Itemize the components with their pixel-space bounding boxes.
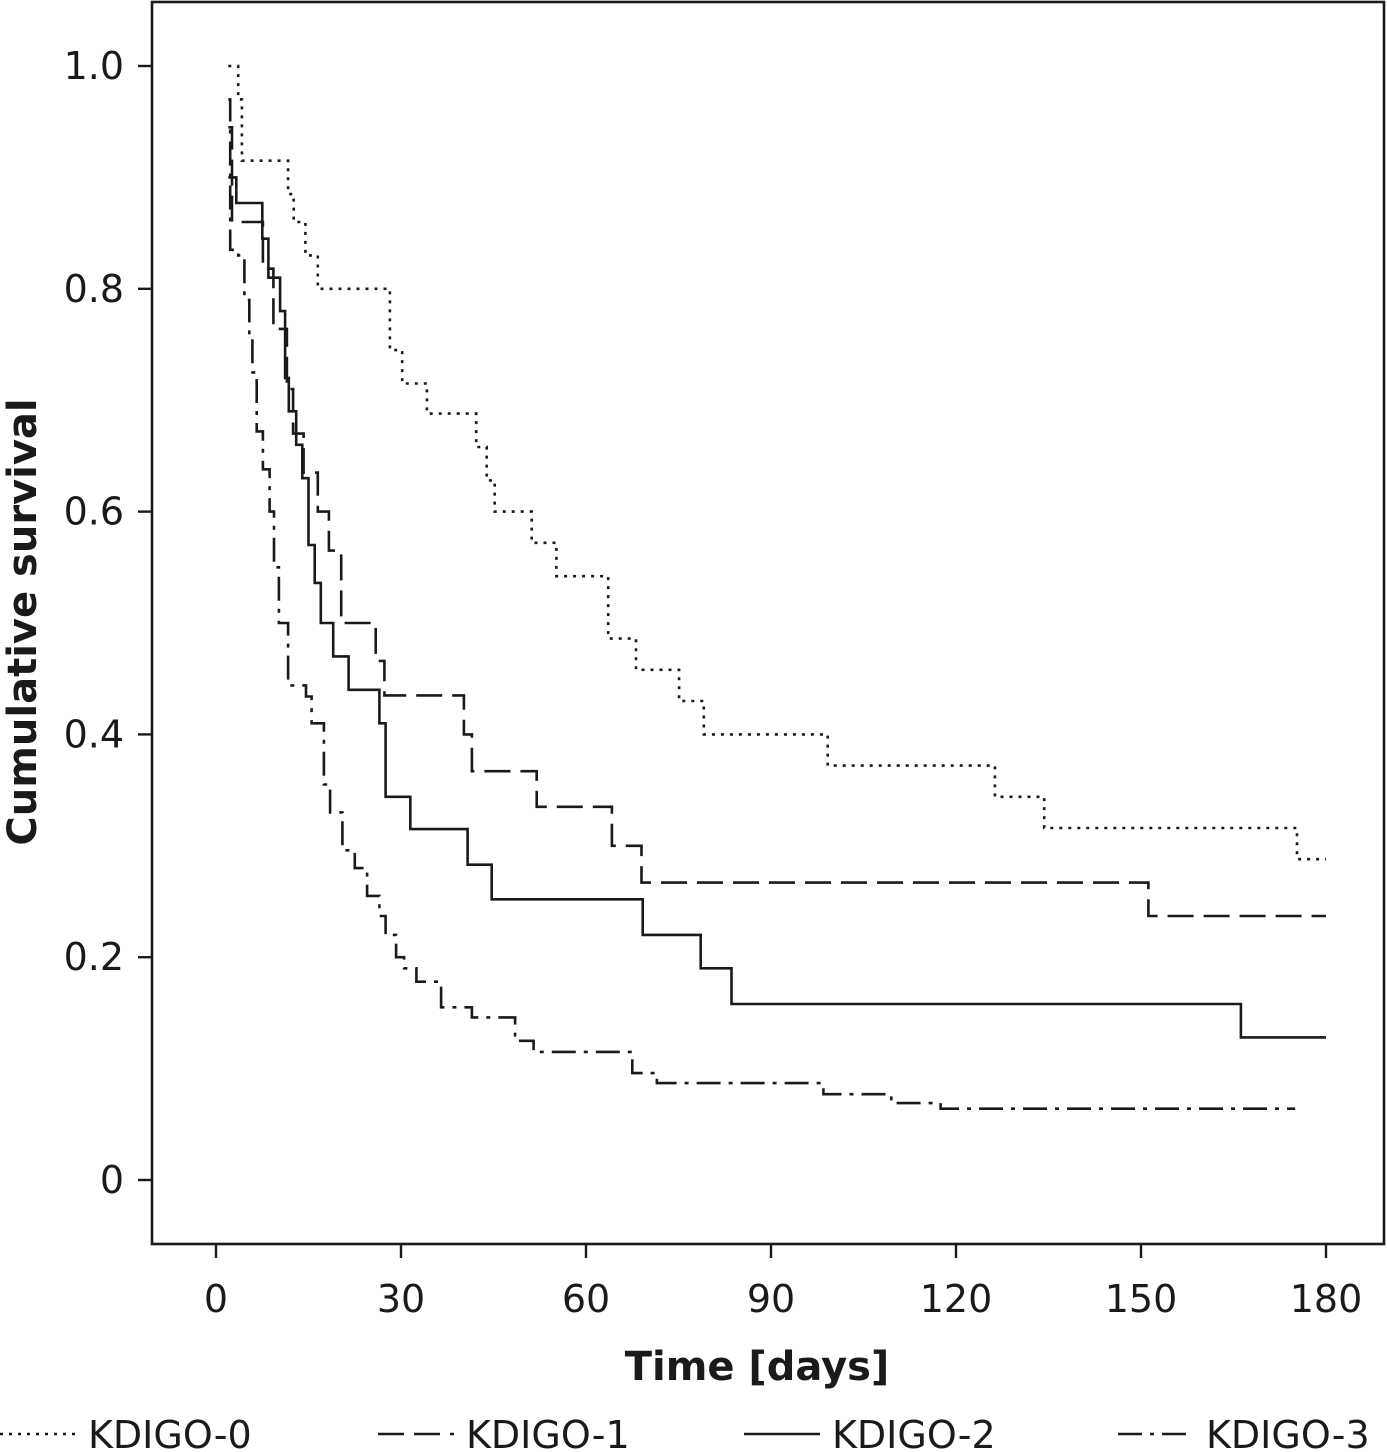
legend-label-kdigo-0: KDIGO-0 [88, 1413, 252, 1452]
series-line-kdigo-3 [228, 98, 1296, 1110]
x-tick-label-60: 60 [562, 1277, 610, 1321]
legend: KDIGO-0 KDIGO-1 KDIGO-2 KDIGO-3 [0, 1413, 1370, 1452]
plot-frame [150, 0, 1386, 1246]
x-tick-label-150: 150 [1105, 1277, 1178, 1321]
x-tick-label-0: 0 [204, 1277, 228, 1321]
series-line-kdigo-2 [228, 176, 1326, 1039]
x-tick-label-90: 90 [747, 1277, 795, 1321]
x-axis: 0 30 60 90 120 150 180 [204, 1244, 1362, 1321]
y-tick-label-0_2: 0.2 [64, 935, 124, 979]
y-axis: 0 0.2 0.4 0.6 0.8 1.0 [64, 44, 152, 1202]
legend-label-kdigo-3: KDIGO-3 [1206, 1413, 1370, 1452]
legend-label-kdigo-1: KDIGO-1 [466, 1413, 630, 1452]
series-line-kdigo-1 [228, 126, 1326, 918]
x-axis-title: Time [days] [625, 1344, 890, 1390]
x-tick-label-120: 120 [920, 1277, 993, 1321]
y-tick-label-0_4: 0.4 [64, 712, 124, 756]
y-tick-label-0_6: 0.6 [64, 490, 124, 534]
y-tick-label-1: 1.0 [64, 44, 124, 88]
y-tick-label-0_8: 0.8 [64, 267, 124, 311]
survival-curves [228, 64, 1326, 1110]
x-tick-label-180: 180 [1290, 1277, 1363, 1321]
y-tick-label-0: 0 [100, 1158, 124, 1202]
series-line-kdigo-0 [228, 64, 1326, 861]
y-axis-title: Cumulative survival [0, 398, 46, 845]
legend-label-kdigo-2: KDIGO-2 [832, 1413, 996, 1452]
x-tick-label-30: 30 [377, 1277, 425, 1321]
